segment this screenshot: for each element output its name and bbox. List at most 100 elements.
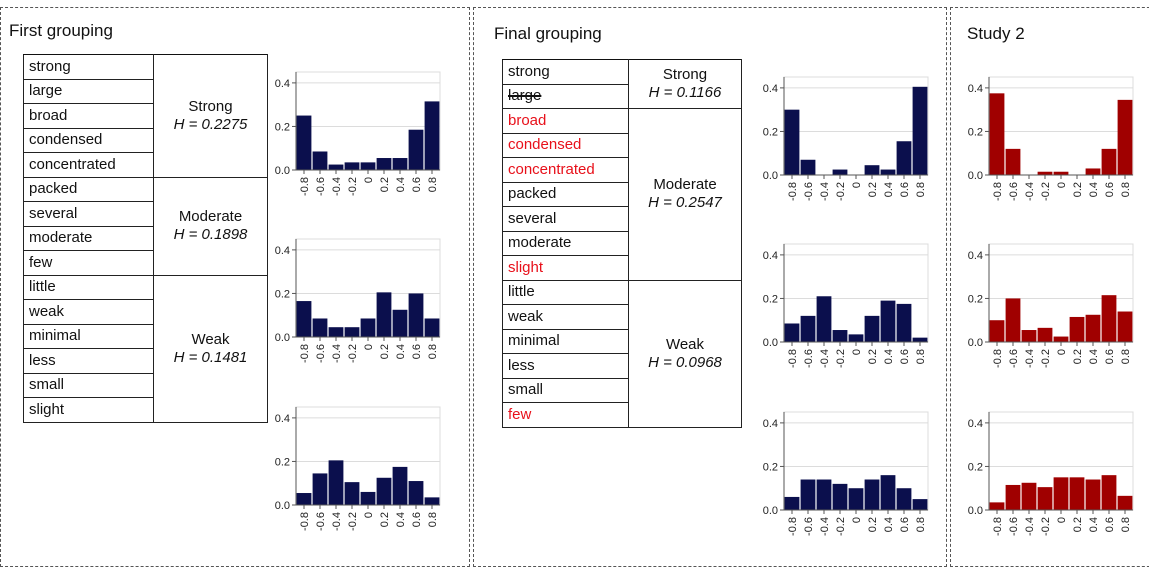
y-tick-label: 0.2 — [275, 288, 290, 300]
y-tick-label: 0.0 — [968, 337, 983, 349]
word-row: moderate — [23, 225, 268, 251]
bar — [344, 162, 360, 170]
group-label-cell: Weak H = 0.0968 — [628, 279, 742, 428]
word-cell: moderate — [502, 230, 629, 256]
word-table-final-grouping: strong Strong H = 0.1166 large broad Moderate… — [502, 59, 742, 428]
x-tick-label: -0.4 — [819, 517, 831, 536]
word-cell: weak — [23, 299, 154, 325]
bar — [832, 483, 848, 510]
group-label-cell: Strong H = 0.1166 — [628, 59, 742, 109]
word-row: less — [23, 348, 268, 374]
word-row: small — [23, 372, 268, 398]
x-tick-label: -0.6 — [315, 512, 327, 531]
y-tick-label: 0.0 — [968, 170, 983, 182]
word-cell: less — [23, 348, 154, 374]
x-tick-label: 0.4 — [395, 177, 407, 192]
x-tick-label: 0.4 — [883, 349, 895, 364]
word-row: packed — [502, 181, 742, 207]
x-tick-label: 0 — [851, 349, 863, 355]
x-tick-label: -0.8 — [299, 344, 311, 363]
word-row: concentrated — [23, 152, 268, 178]
y-tick-label: 0.0 — [275, 500, 290, 512]
x-tick-label: -0.4 — [819, 182, 831, 201]
bar — [312, 318, 328, 337]
word-cell: large — [502, 83, 629, 109]
bar — [1053, 171, 1069, 175]
y-tick-label: 0.2 — [763, 126, 778, 138]
bar — [1021, 482, 1037, 510]
bar — [989, 320, 1005, 342]
x-tick-label: -0.8 — [992, 349, 1004, 368]
x-tick-label: -0.6 — [315, 177, 327, 196]
x-tick-label: 0.8 — [427, 344, 439, 359]
y-tick-label: 0.0 — [968, 505, 983, 517]
bar — [296, 115, 312, 170]
bar — [848, 334, 864, 342]
x-tick-label: 0 — [363, 177, 375, 183]
word-row: few — [502, 402, 742, 428]
bar — [832, 330, 848, 342]
word-cell: weak — [502, 304, 629, 330]
word-row: several — [23, 201, 268, 227]
x-tick-label: 0.6 — [411, 344, 423, 359]
x-tick-label: 0.6 — [1104, 349, 1116, 364]
bar — [360, 162, 376, 170]
x-tick-label: -0.4 — [331, 344, 343, 363]
bar — [296, 493, 312, 505]
bar — [424, 318, 440, 337]
word-cell: slight — [502, 255, 629, 281]
y-tick-label: 0.4 — [968, 418, 983, 430]
bar — [1117, 311, 1133, 342]
bar — [408, 293, 424, 337]
word-cell: slight — [23, 397, 154, 423]
x-tick-label: 0.8 — [427, 177, 439, 192]
chart-final-strong: 0.0 0.2 0.4 -0.8 -0.6 -0.4 -0.2 0 0.2 0.4 0.6 0.8 — [763, 76, 929, 201]
y-tick-label: 0.0 — [763, 505, 778, 517]
group-label-cell: Moderate H = 0.2547 — [628, 108, 742, 281]
word-row: little Weak H = 0.0968 — [502, 279, 742, 428]
chart-study2-weak: 0.0 0.2 0.4 -0.8 -0.6 -0.4 -0.2 0 0.2 0.4 0.6 0.8 — [968, 411, 1134, 536]
bar — [328, 460, 344, 505]
y-tick-label: 0.2 — [763, 461, 778, 473]
word-row: few — [23, 250, 268, 276]
word-row: minimal — [502, 328, 742, 354]
x-tick-label: 0 — [851, 517, 863, 523]
x-tick-label: -0.2 — [347, 177, 359, 196]
x-tick-label: 0.2 — [867, 349, 879, 364]
x-tick-label: -0.8 — [787, 182, 799, 201]
x-tick-label: -0.8 — [992, 517, 1004, 536]
x-tick-label: -0.4 — [819, 349, 831, 368]
word-cell: broad — [502, 108, 629, 134]
y-tick-label: 0.0 — [763, 170, 778, 182]
bar — [1069, 316, 1085, 342]
x-tick-label: -0.4 — [1024, 349, 1036, 368]
x-tick-label: 0.4 — [883, 182, 895, 197]
x-tick-label: 0.8 — [427, 512, 439, 527]
bar — [816, 479, 832, 510]
bar — [1021, 330, 1037, 342]
group-entropy: H = 0.1898 — [173, 226, 248, 243]
bar — [800, 315, 816, 342]
group-name: Moderate — [653, 176, 717, 194]
bar — [360, 318, 376, 337]
y-tick-label: 0.2 — [968, 293, 983, 305]
bar — [328, 327, 344, 337]
x-tick-label: 0.2 — [867, 517, 879, 532]
x-tick-label: 0.8 — [1120, 182, 1132, 197]
bar — [408, 129, 424, 170]
x-tick-label: -0.4 — [1024, 517, 1036, 536]
x-tick-label: 0.8 — [1120, 349, 1132, 364]
x-tick-label: -0.2 — [835, 349, 847, 368]
bar — [392, 466, 408, 505]
word-row: broad — [23, 103, 268, 129]
word-cell: small — [23, 372, 154, 398]
word-cell: several — [23, 201, 154, 227]
y-tick-label: 0.4 — [275, 413, 290, 425]
chart-first-strong: 0.0 0.2 0.4 -0.8 -0.6 -0.4 -0.2 0 0.2 0.4 0.6 0.8 — [275, 71, 441, 196]
y-tick-label: 0.0 — [763, 337, 778, 349]
y-tick-label: 0.4 — [968, 250, 983, 262]
bar — [408, 481, 424, 505]
y-tick-label: 0.2 — [275, 121, 290, 133]
panel-title-study2: Study 2 — [967, 24, 1025, 43]
x-tick-label: 0.6 — [411, 512, 423, 527]
